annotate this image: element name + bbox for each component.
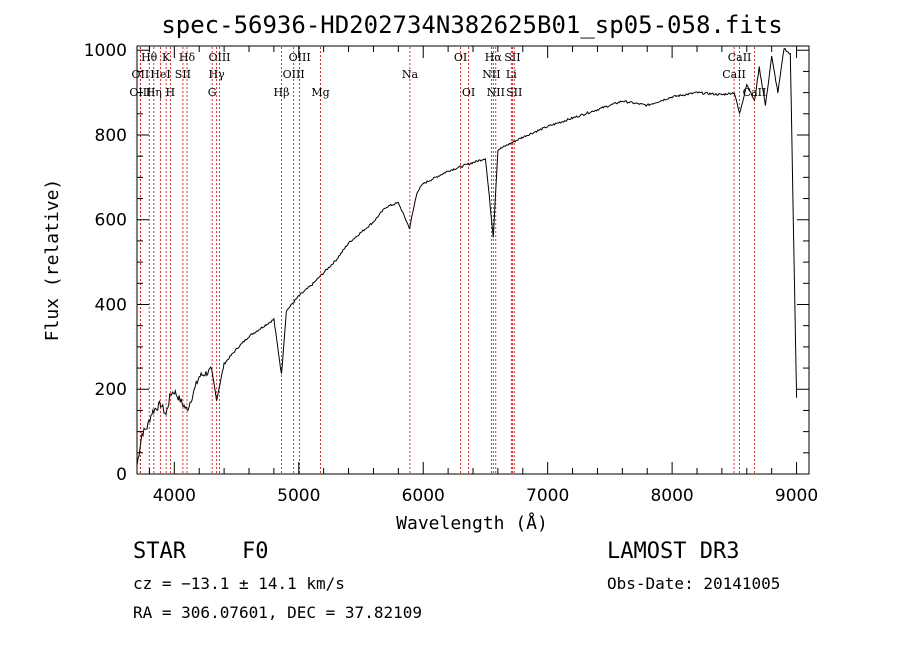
y-axis-ticks: 0 200 400 600 800 1000 xyxy=(84,41,809,485)
spectral-line-label: NII xyxy=(482,68,500,81)
flux-series-line xyxy=(136,48,798,466)
y-axis-label: Flux (relative) xyxy=(42,179,63,342)
x-tick-label: 4000 xyxy=(153,486,196,506)
y-tick-label: 0 xyxy=(116,465,127,485)
redshift-text: cz = −13.1 ± 14.1 km/s xyxy=(133,574,345,593)
spectral-line-label: Li xyxy=(506,68,517,81)
spectrum-plot: spec-56936-HD202734N382625B01_sp05-058.f… xyxy=(42,11,818,534)
x-axis-label: Wavelength (Å) xyxy=(396,512,548,534)
spectral-line-label: CaII xyxy=(728,51,752,64)
spectral-line-label: OII xyxy=(132,68,150,81)
spectral-line-label: Hγ xyxy=(209,68,226,81)
x-tick-label: 5000 xyxy=(277,486,320,506)
spectral-line-label: OI xyxy=(454,51,467,64)
x-tick-label: 6000 xyxy=(402,486,445,506)
spectral-line-label: Mg xyxy=(311,86,329,99)
spectral-line-label: CaII xyxy=(722,68,746,81)
object-subclass: F0 xyxy=(242,539,269,564)
plot-frame xyxy=(136,45,810,475)
spectral-line-label: OIII xyxy=(208,51,230,64)
spectral-line-label: SII xyxy=(175,68,191,81)
spectral-line-label: SII xyxy=(506,86,522,99)
spectral-line-label: Hβ xyxy=(274,86,290,99)
spectral-line-label: HeI xyxy=(150,68,170,81)
obs-date: Obs-Date: 20141005 xyxy=(607,574,781,593)
x-tick-label: 9000 xyxy=(775,486,818,506)
y-tick-label: 600 xyxy=(95,211,127,231)
chart-title: spec-56936-HD202734N382625B01_sp05-058.f… xyxy=(161,11,782,39)
spectral-line-label: G xyxy=(208,86,217,99)
y-tick-label: 400 xyxy=(95,295,127,315)
spectral-line-label: SII xyxy=(504,51,520,64)
object-class: STAR xyxy=(133,539,186,564)
y-tick-label: 800 xyxy=(95,126,127,146)
spectral-line-markers xyxy=(139,47,755,474)
spectral-line-label: H xyxy=(166,86,176,99)
y-tick-label: 1000 xyxy=(84,41,127,61)
coordinates: RA = 306.07601, DEC = 37.82109 xyxy=(133,603,422,622)
y-tick-label: 200 xyxy=(95,380,127,400)
spectral-line-label: Hα xyxy=(485,51,503,64)
spectral-line-label: Hη xyxy=(146,86,162,99)
spectral-line-label: Na xyxy=(402,68,419,81)
spectral-line-label: Hδ xyxy=(179,51,196,64)
survey-name: LAMOST DR3 xyxy=(607,539,740,564)
x-tick-label: 8000 xyxy=(650,486,693,506)
spectral-line-label: OI xyxy=(462,86,475,99)
spectral-line-label: K xyxy=(162,51,171,64)
x-tick-label: 7000 xyxy=(526,486,569,506)
spectral-line-label: Hθ xyxy=(141,51,158,64)
spectral-line-label: OIII xyxy=(289,51,311,64)
spectral-line-label: NII xyxy=(487,86,505,99)
x-axis-ticks: 4000 5000 6000 7000 8000 9000 xyxy=(148,46,818,506)
spectral-line-label: OIII xyxy=(283,68,305,81)
